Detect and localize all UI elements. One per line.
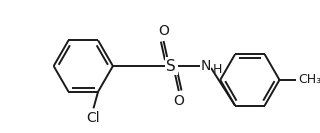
Text: O: O [173,94,184,108]
Text: H: H [213,63,222,76]
Text: S: S [166,59,176,74]
Text: Cl: Cl [87,111,100,125]
Text: O: O [158,24,169,38]
Text: CH₃: CH₃ [298,73,320,86]
Text: N: N [200,59,211,73]
